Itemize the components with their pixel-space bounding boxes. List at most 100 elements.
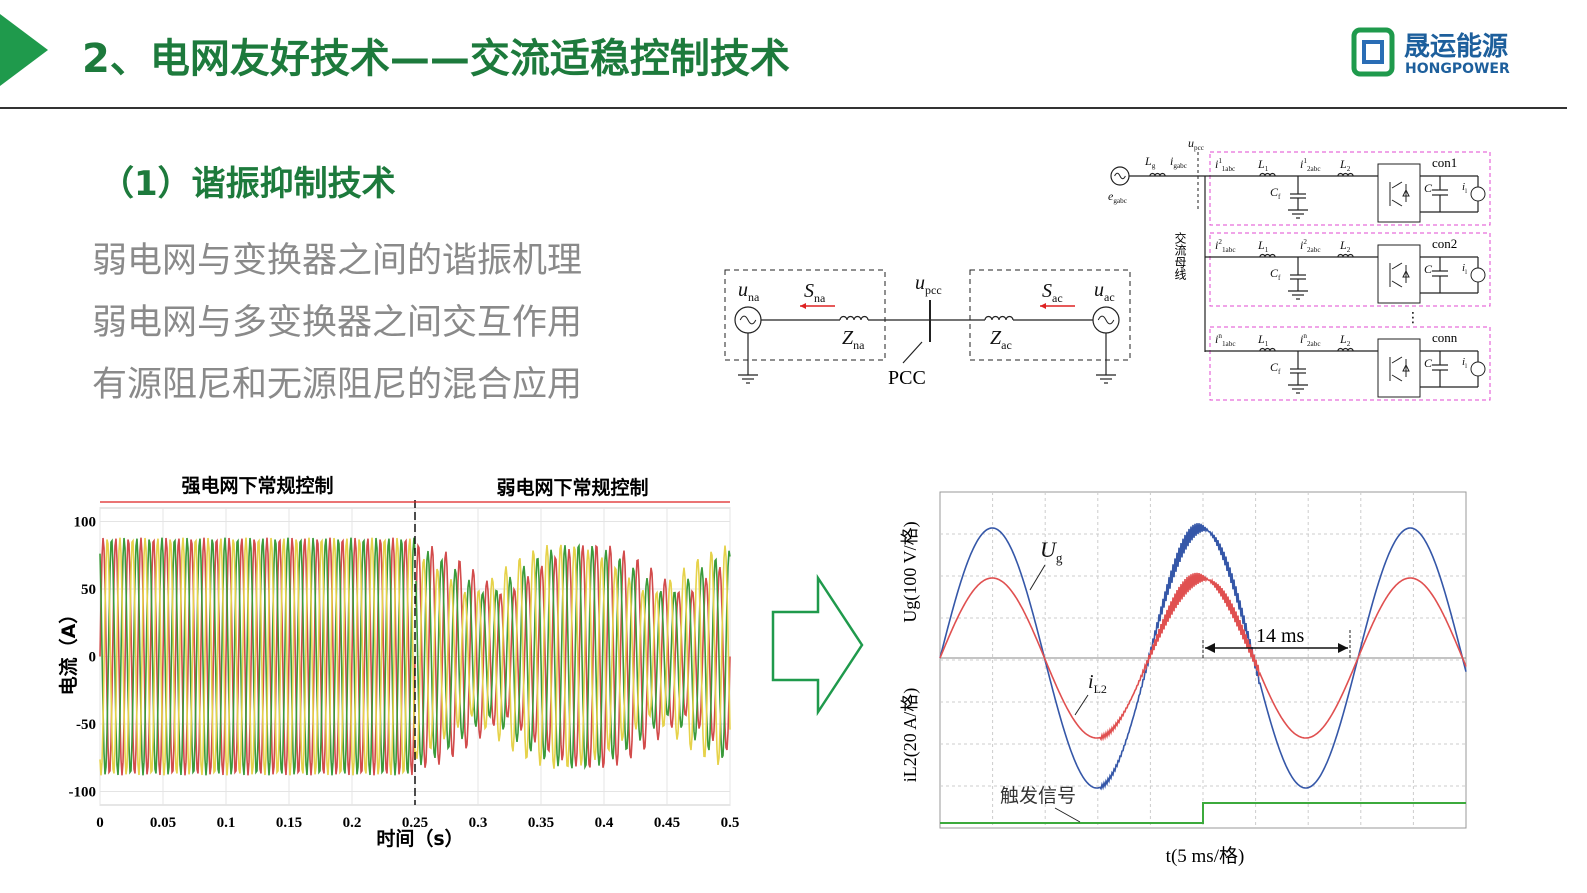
arrow-head <box>800 303 806 309</box>
diagram-label-main: L <box>1339 157 1347 171</box>
chart-subtitle: 强电网下常规控制 <box>181 474 333 497</box>
diagram-label-main: u <box>1188 136 1194 150</box>
diagram-label: L2 <box>1339 238 1351 254</box>
diagram-label: Cf <box>1270 266 1281 282</box>
diagram-label-main: L <box>1339 238 1347 252</box>
diagram-label-main: i <box>1300 238 1303 252</box>
diagram-label: C <box>1424 262 1433 276</box>
diagram-label-sub: f <box>1278 193 1281 201</box>
circuit-label-main: u <box>738 279 748 301</box>
circuit-label: upcc <box>915 272 942 297</box>
ellipsis: ⋮ <box>1406 310 1420 326</box>
diagram-label: L1 <box>1257 238 1269 254</box>
x-tick-label: 0.15 <box>276 815 302 831</box>
diagram-label-main: L <box>1144 154 1152 168</box>
diagram-label: il <box>1462 356 1467 370</box>
circuit-label-sub: pcc <box>925 283 942 297</box>
bus-label: 交流母线 <box>1173 231 1187 280</box>
x-tick-label: 0.5 <box>721 815 740 831</box>
inductor <box>1337 347 1354 352</box>
diagram-label-sub: l <box>1465 188 1467 195</box>
switch <box>1389 356 1410 382</box>
current-source <box>1470 267 1486 283</box>
circuit-label-main: Z <box>842 327 854 349</box>
diagram-label-main: i <box>1215 238 1218 252</box>
x-tick-label: 0.25 <box>402 815 428 831</box>
diagram-label-sup: 1 <box>1303 157 1307 165</box>
diagram-label-main: L <box>1257 157 1265 171</box>
diagram-label: il <box>1462 262 1467 276</box>
unit-box <box>1209 151 1491 226</box>
bullet-item: 弱电网与多变换器之间交互作用 <box>92 303 582 343</box>
diagram-label: il <box>1462 181 1467 195</box>
x-tick-label: 0.4 <box>595 815 614 831</box>
x-tick-label: 0.1 <box>217 815 236 831</box>
source-wave <box>739 315 757 325</box>
inverter <box>1377 163 1421 223</box>
diagram-label-sub: 1abc <box>1222 340 1236 348</box>
diagram-label-main: i <box>1462 181 1465 193</box>
scope-annotation-main: U <box>1040 537 1058 562</box>
bullet-item: 弱电网与变换器之间的谐振机理 <box>92 241 582 281</box>
diagram-label-main: i <box>1170 154 1173 168</box>
logo-icon <box>1351 27 1395 77</box>
diagram-label: C <box>1424 181 1433 195</box>
wire <box>1029 564 1046 591</box>
diagram-label: in2abc <box>1300 332 1321 348</box>
y-tick-label: 100 <box>74 515 97 531</box>
header-title: 2、电网友好技术——交流适稳控制技术 <box>82 36 790 82</box>
diagram-label-sub: f <box>1278 368 1281 376</box>
circuit-label: Sac <box>1042 280 1063 305</box>
diagram-label: i11abc <box>1215 157 1235 173</box>
circuit-label-sub: na <box>814 291 826 305</box>
logo-icon <box>1362 40 1384 64</box>
diagram-label-main: L <box>1257 238 1265 252</box>
diagram-label-sub: 1 <box>1265 246 1269 254</box>
logo: 晟运能源 HONGPOWER <box>1351 27 1510 77</box>
unit-name: con2 <box>1432 236 1457 251</box>
diagram-label-main: i <box>1300 332 1303 346</box>
diagram-label: Lg <box>1144 154 1156 170</box>
diagram-label: i21abc <box>1215 238 1236 254</box>
diagram-label: L2 <box>1339 157 1351 173</box>
diagram-label-sup: n <box>1218 332 1222 340</box>
diagram-label-main: C <box>1270 360 1279 374</box>
diagram-label: igabc <box>1170 154 1187 170</box>
scope-annotation-sub: L2 <box>1094 682 1107 696</box>
dashed-box <box>969 269 1131 361</box>
logo-en: HONGPOWER <box>1405 61 1510 77</box>
circuit-label-main: Z <box>990 327 1002 349</box>
source-wave <box>1097 315 1115 325</box>
circuit-label-sub: ac <box>1001 338 1012 352</box>
diagram-label-sub: g <box>1152 162 1156 170</box>
diagram-label-sub: 2 <box>1347 246 1351 254</box>
circuit-label-main: u <box>1094 279 1104 301</box>
diagram-label: Cf <box>1270 360 1281 376</box>
x-tick-label: 0.05 <box>150 815 176 831</box>
circuit-label-main: S <box>1042 280 1052 302</box>
diagram-label-main: i <box>1462 356 1465 368</box>
waveform <box>415 542 731 768</box>
y-tick-label: -50 <box>76 717 96 733</box>
scope-y-label: Ug(100 V/格) <box>900 521 921 622</box>
y-axis-label: 电流（A） <box>57 605 80 696</box>
scope-annotation: 触发信号 <box>1000 785 1076 807</box>
section-title: （1）谐振抑制技术 <box>100 164 396 204</box>
current-source <box>1470 361 1486 377</box>
diagram-label-sup: 2 <box>1218 238 1222 246</box>
inductor <box>1149 172 1166 177</box>
waveform <box>415 543 731 770</box>
waveform <box>99 537 416 776</box>
circuit-label: Zac <box>990 327 1012 352</box>
diagram-label-sub: 2abc <box>1307 340 1321 348</box>
scope-annotation-sub: g <box>1056 551 1063 566</box>
circuit-label-main: u <box>915 272 925 294</box>
inductor <box>984 315 1014 321</box>
scope-y-label: iL2(20 A/格) <box>900 688 921 783</box>
waveform <box>415 544 731 769</box>
x-tick-label: 0.3 <box>469 815 488 831</box>
circuit-label-sub: ac <box>1104 290 1115 304</box>
diagram-label-sup: 1 <box>1218 157 1222 165</box>
x-tick-label: 0.45 <box>654 815 680 831</box>
unit-box <box>1209 232 1491 307</box>
